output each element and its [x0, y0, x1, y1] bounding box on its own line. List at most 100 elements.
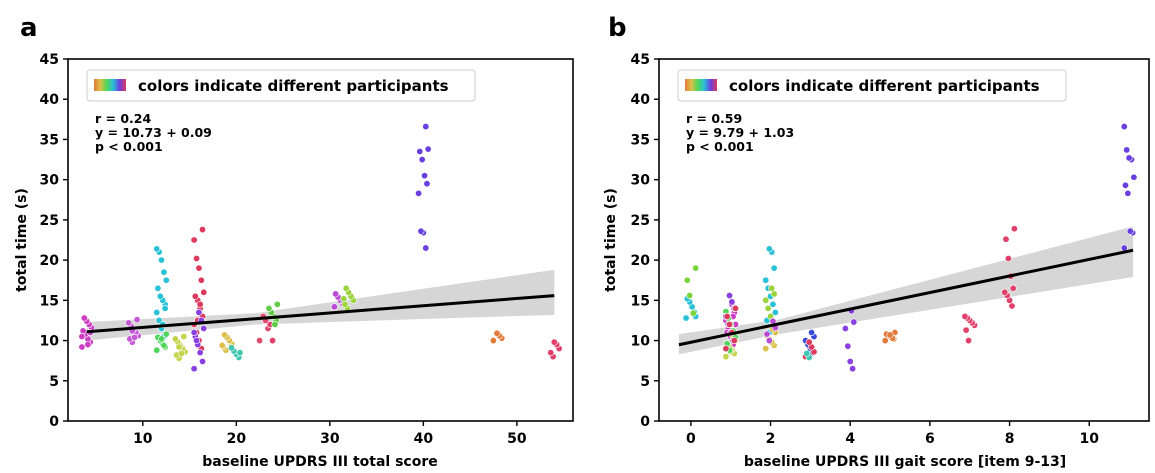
chart-a-point [190, 365, 198, 373]
chart-b-y-tick-label: 40 [631, 92, 651, 108]
chart-a-point [78, 343, 86, 351]
chart-a-point [195, 308, 203, 316]
chart-a-point [417, 227, 425, 235]
chart-a-y-ticks: 0 5 10 15 20 25 30 35 40 45 [40, 52, 68, 430]
chart-b-point [1121, 181, 1129, 189]
chart-a-points [78, 123, 563, 373]
chart-a-x-tick-label: 20 [227, 431, 247, 447]
chart-a-y-axis-label: total time (s) [14, 188, 30, 292]
chart-a-point [162, 330, 170, 338]
chart-a-point [550, 338, 558, 346]
chart-a-point [236, 349, 244, 357]
chart-a-point [269, 337, 277, 345]
chart-b-y-tick-label: 10 [631, 334, 651, 350]
chart-b-point [841, 324, 849, 332]
chart-a-point [200, 324, 208, 332]
chart-a-x-ticks: 10 20 30 40 50 [133, 421, 527, 447]
chart-b-x-tick-label: 10 [1080, 431, 1100, 447]
chart-a-point [156, 292, 164, 300]
chart-a-point [161, 304, 169, 312]
chart-b-point [1010, 225, 1018, 233]
chart-a-y-tick-label: 35 [40, 132, 59, 148]
chart-a-y-tick-label: 40 [40, 92, 60, 108]
chart-a-x-tick-label: 10 [133, 431, 153, 447]
chart-a-point [154, 284, 162, 292]
chart-b-point [768, 284, 776, 292]
chart-a-point [125, 319, 133, 327]
chart-b-point [846, 357, 854, 365]
chart-a-point [199, 226, 207, 234]
chart-a-y-tick-label: 10 [40, 334, 60, 350]
chart-a-point [340, 295, 348, 303]
chart-b-point [763, 330, 771, 338]
chart-a-y-tick-label: 45 [40, 52, 59, 68]
chart-b-point [683, 276, 691, 284]
chart-b-point [850, 318, 858, 326]
panel-a: a 0 5 10 15 20 25 30 35 40 45 10 20 30 40 50 baseline… [14, 13, 574, 470]
chart-a-y-tick-label: 15 [40, 293, 59, 309]
chart-b-ci-band [678, 226, 1134, 355]
chart-b-stat-p: p < 0.001 [686, 139, 754, 154]
chart-b-point [1123, 146, 1131, 154]
chart-a-x-tick-label: 50 [507, 431, 527, 447]
chart-a-point [200, 288, 208, 296]
chart-a-point [153, 245, 161, 253]
chart-b-x-tick-label: 6 [925, 431, 935, 447]
chart-b-point [730, 337, 738, 345]
chart-b-point [1004, 255, 1012, 263]
chart-a-stat-p: p < 0.001 [95, 139, 163, 154]
chart-a-point [416, 148, 424, 156]
chart-a-point [341, 300, 349, 308]
chart-b-y-tick-label: 25 [631, 213, 650, 229]
chart-b-point [686, 292, 694, 300]
chart-b-point [726, 292, 734, 300]
chart-b-x-tick-label: 8 [1005, 431, 1015, 447]
chart-b-frame [658, 58, 1150, 422]
chart-a-point [195, 264, 203, 272]
panel-label-a: a [20, 13, 38, 43]
chart-a-point [133, 316, 141, 324]
chart-b-y-tick-label: 15 [631, 293, 650, 309]
chart-a-point [421, 172, 429, 180]
chart-b-point [965, 337, 973, 345]
chart-a-point [547, 349, 555, 357]
chart-b-point [762, 276, 770, 284]
chart-b-point [1126, 227, 1134, 235]
chart-b-ci-band-group [678, 226, 1134, 355]
chart-a-point [273, 300, 281, 308]
chart-a-point [418, 156, 426, 164]
chart-b-point [762, 345, 770, 353]
chart-a-point [332, 290, 340, 298]
chart-b-point [682, 314, 690, 322]
chart-a-legend-box [86, 69, 476, 102]
chart-b-point [962, 326, 970, 334]
chart-a-point [177, 349, 185, 357]
chart-b-point [722, 345, 730, 353]
chart-b-point [765, 245, 773, 253]
chart-a-legend-label: colors indicate different participants [138, 77, 449, 95]
chart-b-x-ticks: 0 2 4 6 8 10 [686, 421, 1099, 447]
chart-a-point [79, 327, 87, 335]
chart-a-legend-swatch [94, 79, 126, 91]
chart-a-stat-r: r = 0.24 [95, 111, 151, 126]
chart-a-point [191, 292, 199, 300]
chart-a-point [489, 337, 497, 345]
chart-b-legend-swatch [685, 79, 717, 91]
chart-a-point [193, 337, 201, 345]
chart-a-point [196, 349, 204, 357]
chart-a-y-tick-label: 25 [40, 213, 59, 229]
chart-b-y-tick-label: 5 [640, 374, 650, 390]
chart-a-y-tick-label: 20 [40, 253, 60, 269]
chart-b-point [1125, 154, 1133, 162]
chart-b-point [1009, 284, 1017, 292]
chart-a-ci-band-group [86, 269, 555, 341]
chart-a-point [342, 284, 350, 292]
chart-a-legend: colors indicate different participants [86, 69, 476, 102]
chart-b-point [1001, 288, 1009, 296]
chart-b-x-tick-label: 0 [686, 431, 696, 447]
chart-a-point [175, 343, 183, 351]
chart-b-y-tick-label: 0 [640, 414, 650, 430]
panel-label-b: b [608, 13, 627, 43]
chart-b-legend-box [677, 69, 1067, 102]
chart-b-regression-line [678, 248, 1134, 347]
